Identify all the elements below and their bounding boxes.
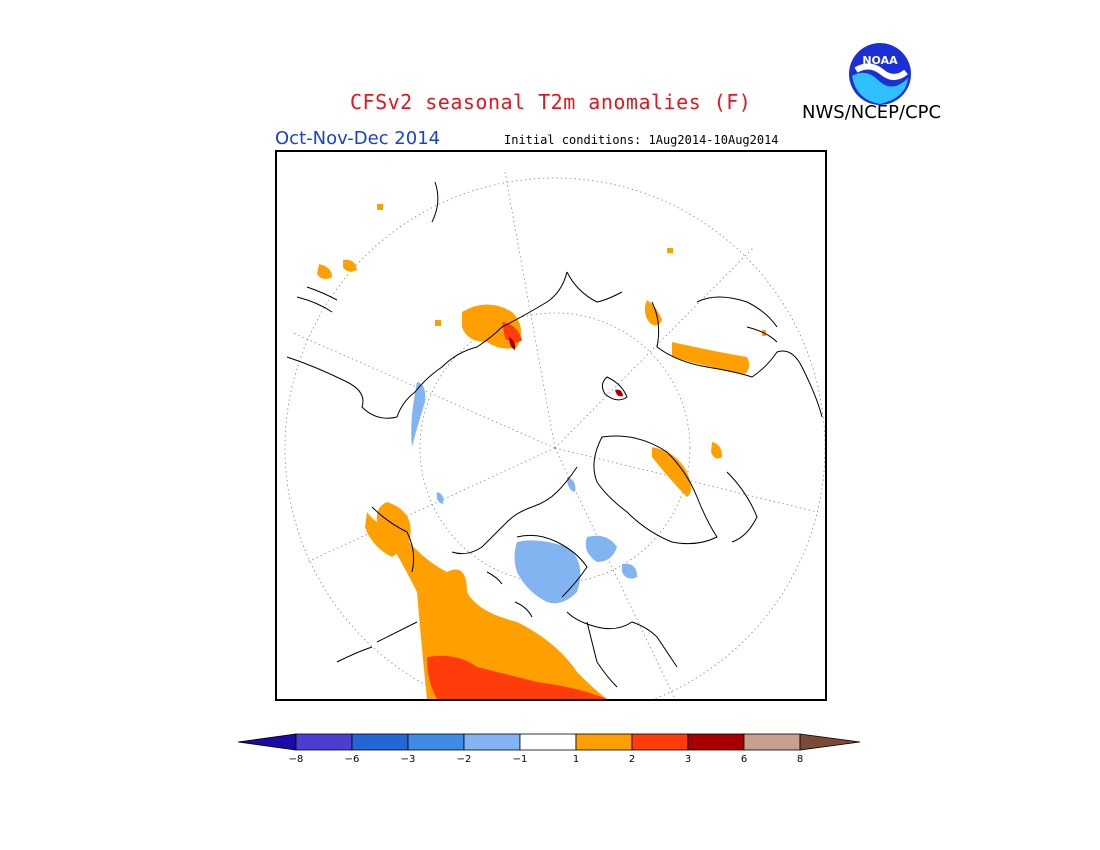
colorbar-tick: −1 (512, 754, 528, 765)
noaa-logo-text: NOAA (862, 54, 898, 67)
colorbar-tick: 3 (684, 754, 692, 765)
colorbar-swatch-above-8 (799, 733, 861, 751)
colorbar-tick: 6 (740, 754, 748, 765)
colorbar-swatch-m2-m1 (463, 733, 521, 751)
season-label: Oct-Nov-Dec 2014 (275, 128, 441, 149)
colorbar (237, 730, 862, 770)
graticule (284, 171, 825, 699)
colorbar-tick: −6 (344, 754, 360, 765)
colorbar-swatch-m3-m2 (407, 733, 465, 751)
colorbar-tick: −8 (288, 754, 304, 765)
coastlines (286, 181, 823, 688)
colorbar-tick: −3 (400, 754, 416, 765)
colorbar-swatch-m8-m6 (295, 733, 353, 751)
colorbar-tick: 1 (572, 754, 580, 765)
colorbar-tick: 8 (796, 754, 804, 765)
colorbar-swatch-m6-m3 (351, 733, 409, 751)
polar-map (275, 150, 827, 701)
colorbar-swatch-3-6 (687, 733, 745, 751)
colorbar-swatch-m1-1 (519, 733, 577, 751)
colorbar-tick: −2 (456, 754, 472, 765)
colorbar-swatch-1-2 (575, 733, 633, 751)
chart-title: CFSv2 seasonal T2m anomalies (F) (350, 90, 752, 114)
colorbar-swatch-below-m8 (237, 733, 297, 751)
colorbar-swatch-6-8 (743, 733, 801, 751)
initial-conditions-label: Initial conditions: 1Aug2014-10Aug2014 (504, 133, 779, 147)
agency-label: NWS/NCEP/CPC (802, 102, 942, 123)
cool-anomaly-regions (411, 382, 637, 604)
warm-anomaly-regions (317, 204, 766, 699)
noaa-logo-icon: NOAA (848, 42, 912, 106)
colorbar-tick: 2 (628, 754, 636, 765)
hot-anomaly-regions (427, 322, 623, 699)
colorbar-swatch-2-3 (631, 733, 689, 751)
